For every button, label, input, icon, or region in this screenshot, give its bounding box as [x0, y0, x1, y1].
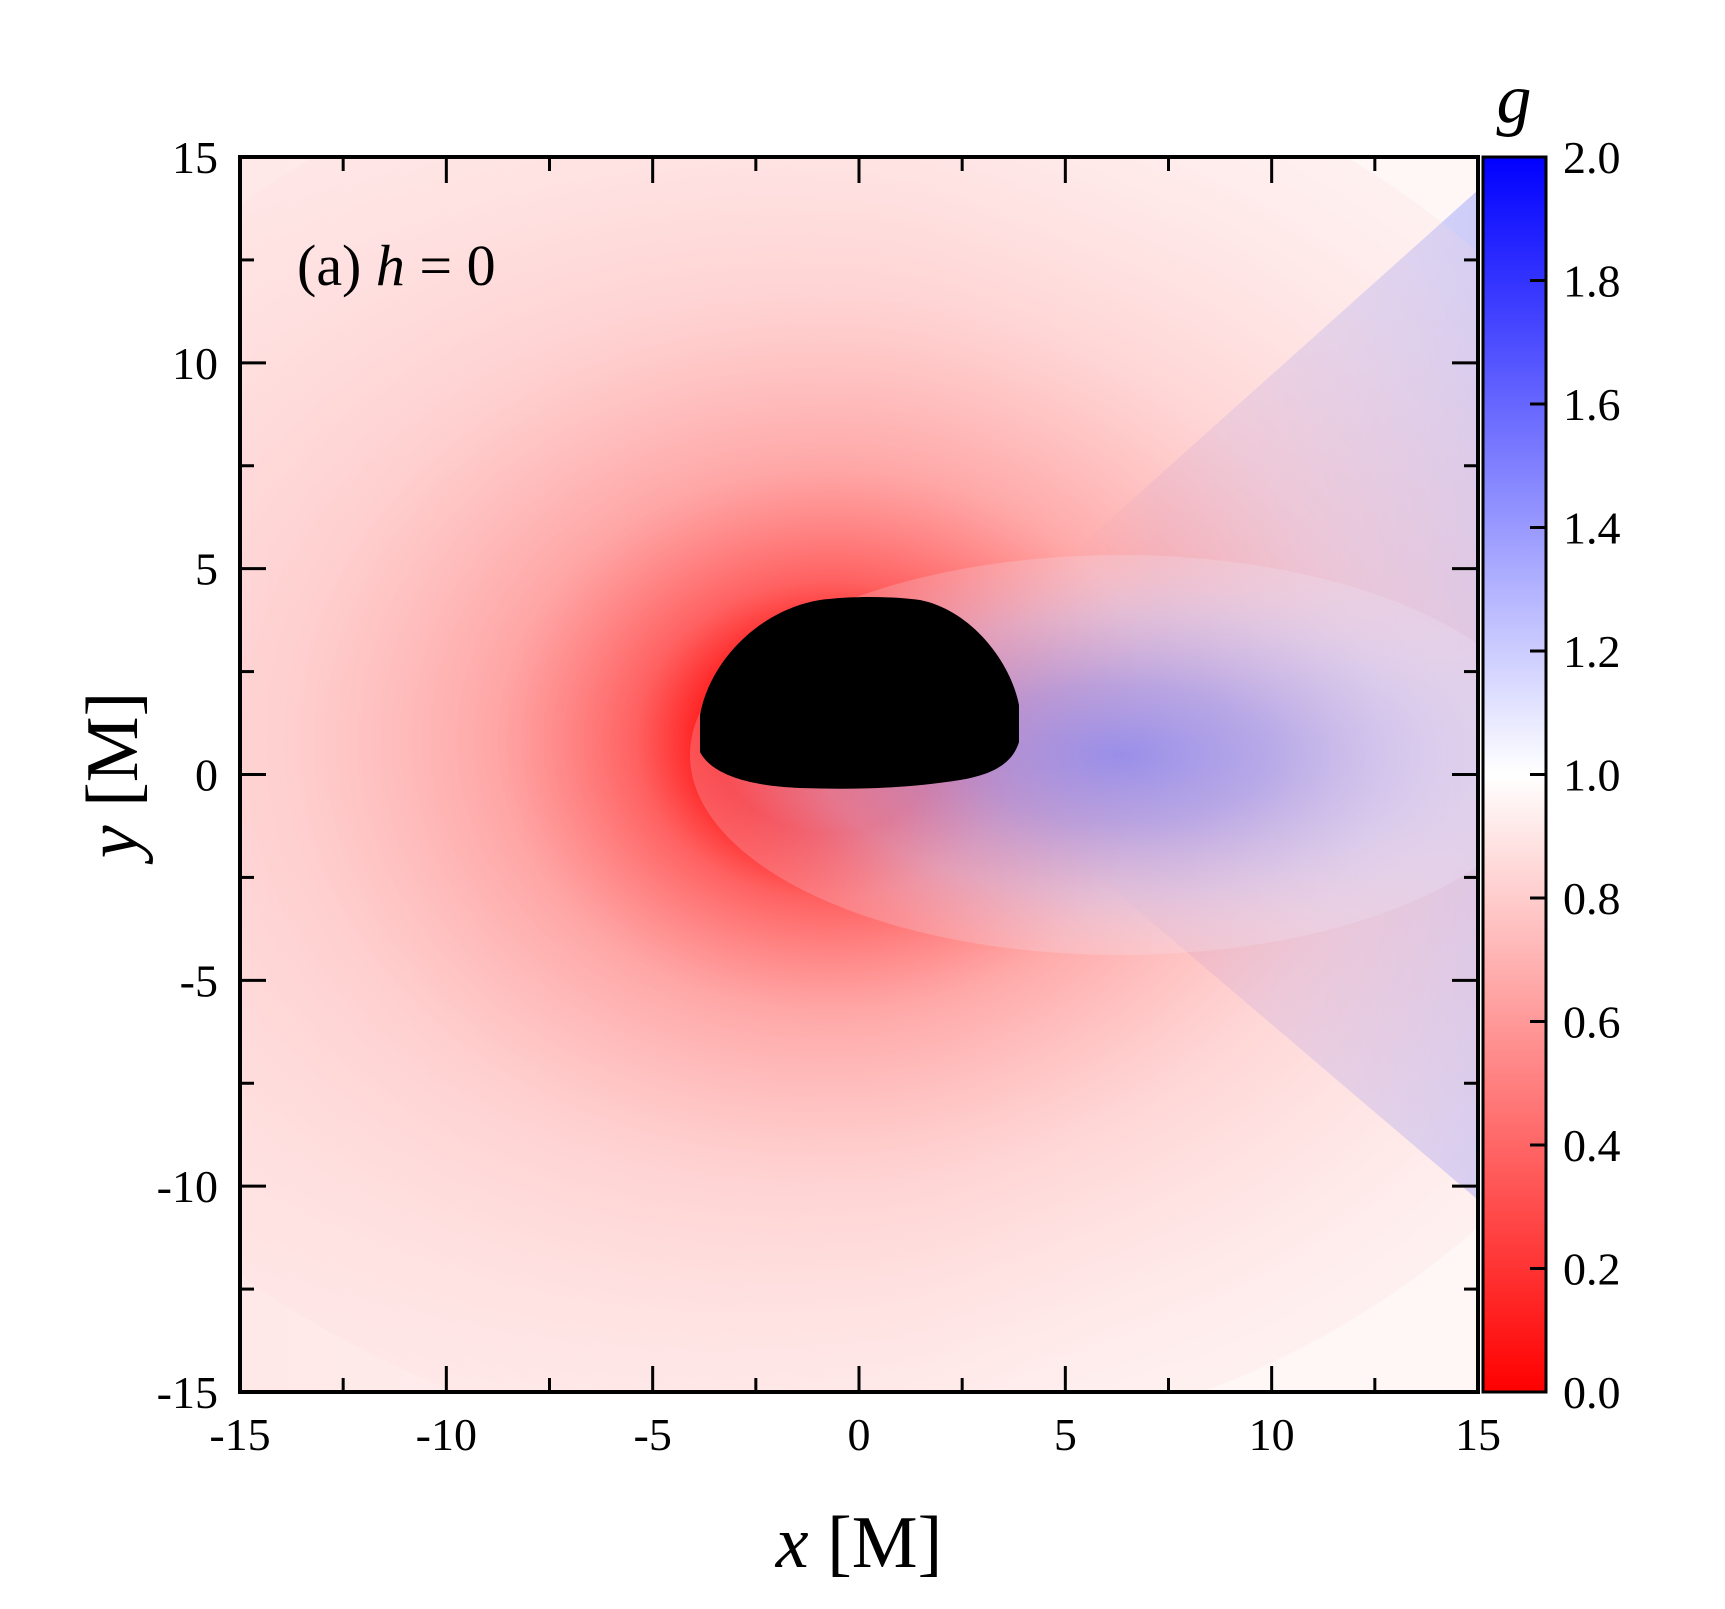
- y-tick-label: -10: [157, 1161, 218, 1212]
- colorbar-title: g: [1497, 61, 1532, 138]
- y-tick-label: 5: [195, 544, 218, 595]
- colorbar-tick-label: 0.2: [1563, 1244, 1621, 1295]
- y-axis-title: y [M]: [72, 692, 154, 865]
- x-tick-label: -5: [634, 1409, 672, 1460]
- colorbar-tick-label: 0.8: [1563, 873, 1621, 924]
- colorbar-tick-label: 0.4: [1563, 1120, 1621, 1171]
- x-tick-label: -10: [416, 1409, 477, 1460]
- colorbar-tick-label: 1.8: [1563, 256, 1621, 307]
- colorbar-tick-label: 0.6: [1563, 997, 1621, 1048]
- shadow-region: [700, 597, 1019, 789]
- y-tick-label: 10: [172, 338, 218, 389]
- colorbar-tick-label: 1.2: [1563, 626, 1621, 677]
- y-tick-label: 15: [172, 132, 218, 183]
- y-tick-label: -15: [157, 1367, 218, 1418]
- colorbar-tick-label: 2.0: [1563, 132, 1621, 183]
- x-tick-label: 0: [848, 1409, 871, 1460]
- heatmap-field: [240, 157, 1478, 1392]
- colorbar-tick-label: 1.6: [1563, 379, 1621, 430]
- x-tick-label: -15: [209, 1409, 270, 1460]
- colorbar-tick-label: 1.4: [1563, 503, 1621, 554]
- colorbar-tick-label: 1.0: [1563, 750, 1621, 801]
- panel-label: (a) h = 0: [297, 233, 496, 298]
- colorbar: 0.0 0.2 0.4 0.6 0.8 1.0 1.2 1.4 1.6 1.8 2.0 g: [1481, 61, 1621, 1418]
- y-tick-label: 0: [195, 750, 218, 801]
- y-axis: -15 -10 -5 0 5 10 15: [157, 132, 1478, 1418]
- x-tick-label: 15: [1455, 1409, 1501, 1460]
- x-tick-label: 5: [1054, 1409, 1077, 1460]
- colorbar-tick-label: 0.0: [1563, 1367, 1621, 1418]
- x-tick-label: 10: [1249, 1409, 1295, 1460]
- y-tick-label: -5: [180, 955, 218, 1006]
- x-axis: -15 -10 -5 0 5 10 15: [209, 157, 1501, 1460]
- colorbar-ticks: 0.0 0.2 0.4 0.6 0.8 1.0 1.2 1.4 1.6 1.8 2.0: [1530, 132, 1621, 1418]
- x-axis-title: x [M]: [775, 1502, 942, 1584]
